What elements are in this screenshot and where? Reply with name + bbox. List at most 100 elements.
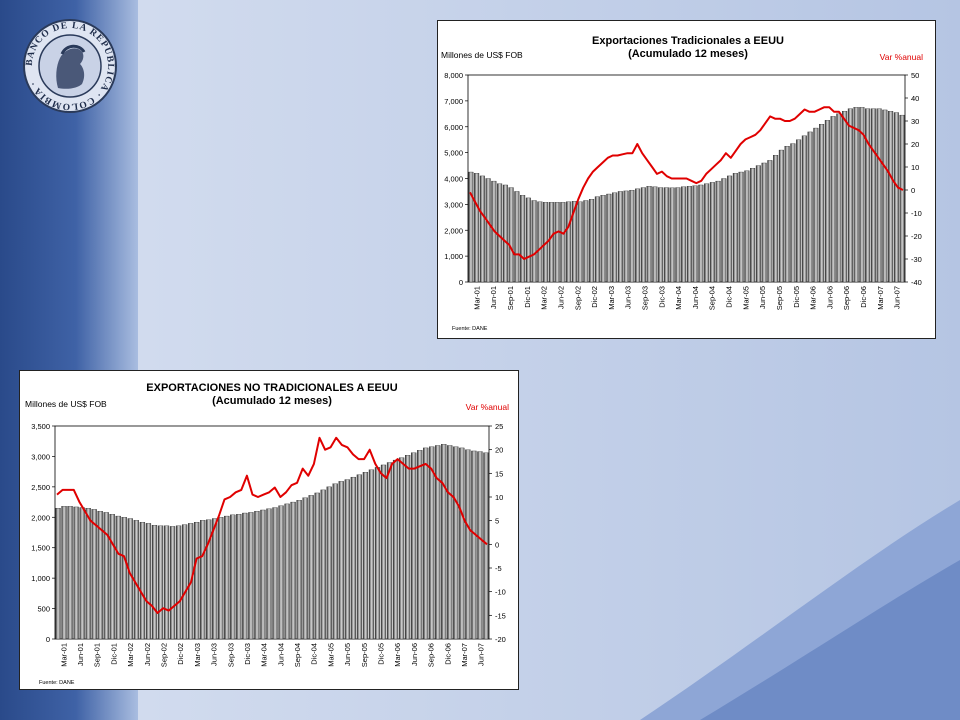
x-tick-label: Mar-01 (59, 643, 68, 667)
bar (520, 195, 526, 283)
bar (344, 479, 350, 640)
x-tick-label: Sep-02 (160, 643, 169, 667)
x-tick-label: Dic-02 (176, 643, 185, 665)
bar (784, 146, 790, 283)
bar (151, 525, 158, 640)
x-tick-label: Mar-07 (460, 643, 469, 667)
bar (278, 505, 284, 640)
bar (853, 107, 859, 283)
bar (453, 446, 459, 640)
bar (732, 173, 738, 283)
var-anual-line (469, 106, 904, 260)
bar (423, 447, 429, 640)
x-tick-label: Jun-05 (343, 643, 352, 666)
x-tick-label: Mar-05 (326, 643, 335, 667)
y2-tick-label: -20 (495, 635, 506, 644)
corner-swoosh-inner (700, 560, 960, 720)
x-tick-label: Jun-07 (477, 643, 486, 666)
bar (537, 201, 543, 283)
bar (248, 512, 254, 640)
x-tick-label: Jun-06 (825, 286, 834, 309)
x-tick-label: Mar-02 (540, 286, 549, 310)
x-tick-label: Dic-04 (310, 643, 319, 665)
bar (566, 201, 572, 283)
bar (635, 188, 641, 283)
x-tick-label: Jun-04 (691, 286, 700, 309)
x-tick-label: Sep-02 (573, 286, 582, 310)
bar (773, 155, 779, 283)
bar (411, 452, 417, 640)
x-tick-label: Jun-07 (893, 286, 902, 309)
x-tick-label: Jun-02 (556, 286, 565, 309)
bar (296, 500, 302, 640)
bar (801, 135, 807, 283)
chart-panel-tradicionales: Exportaciones Tradicionales a EEUU (Acumu… (437, 20, 936, 339)
profile-head-icon (56, 48, 85, 89)
bar (508, 187, 514, 283)
bar (876, 108, 882, 283)
x-tick-label: Mar-06 (393, 643, 402, 667)
x-tick-label: Dic-01 (109, 643, 118, 665)
y-tick-label: 1,500 (31, 544, 50, 553)
bar (290, 501, 296, 640)
bar (847, 108, 853, 283)
bar (830, 116, 836, 283)
y2-axis-label: Var %anual (880, 52, 923, 62)
bar (474, 173, 480, 283)
bar (157, 525, 164, 640)
x-tick-label: Mar-03 (607, 286, 616, 310)
x-tick-label: Sep-04 (708, 286, 717, 310)
bar (206, 519, 212, 640)
x-tick-label: Jun-02 (143, 643, 152, 666)
bar (704, 183, 710, 283)
x-tick-label: Sep-04 (293, 643, 302, 667)
var-anual-line (56, 436, 488, 614)
chart-panel-no-tradicionales: EXPORTACIONES NO TRADICIONALES A EEUU (Ac… (19, 370, 519, 690)
x-tick-label: Sep-03 (226, 643, 235, 667)
bar (398, 457, 405, 640)
y-tick-label: 5,000 (444, 149, 463, 158)
bar (531, 200, 537, 283)
bar (103, 512, 109, 640)
y2-tick-label: -5 (495, 564, 502, 573)
bar (727, 175, 733, 283)
bar (819, 124, 825, 283)
bar (266, 508, 272, 640)
bar (796, 139, 802, 283)
x-tick-label: Dic-01 (523, 286, 532, 308)
x-tick-label: Dic-03 (243, 643, 252, 665)
bar (368, 469, 375, 640)
bar (73, 506, 79, 640)
y2-tick-label: 0 (911, 186, 915, 195)
y2-tick-label: 30 (911, 117, 919, 126)
y-tick-label: 0 (459, 278, 463, 287)
bar (55, 508, 61, 640)
bar (362, 472, 369, 640)
x-tick-label: Sep-03 (640, 286, 649, 310)
x-tick-label: Mar-07 (876, 286, 885, 310)
x-tick-label: Sep-01 (93, 643, 102, 667)
bar (212, 518, 218, 640)
bar (577, 201, 583, 283)
bar (623, 190, 629, 283)
x-tick-label: Dic-03 (657, 286, 666, 308)
bar (813, 127, 819, 283)
bar (284, 503, 290, 640)
x-tick-label: Jun-03 (624, 286, 633, 309)
bar (778, 149, 784, 283)
bar (350, 476, 356, 640)
y2-tick-label: -10 (911, 209, 922, 218)
y-axis-label: Millones de US$ FOB (441, 50, 523, 60)
bar (698, 184, 704, 283)
bar (594, 196, 600, 283)
bar (525, 197, 531, 283)
bar (145, 523, 152, 640)
x-tick-label: Jun-03 (210, 643, 219, 666)
bar (870, 108, 876, 283)
x-tick-label: Sep-05 (360, 643, 369, 667)
y2-tick-label: 10 (911, 163, 919, 172)
plot-area (54, 425, 490, 640)
bar (617, 191, 623, 283)
bar (600, 195, 606, 283)
bar (824, 120, 830, 283)
